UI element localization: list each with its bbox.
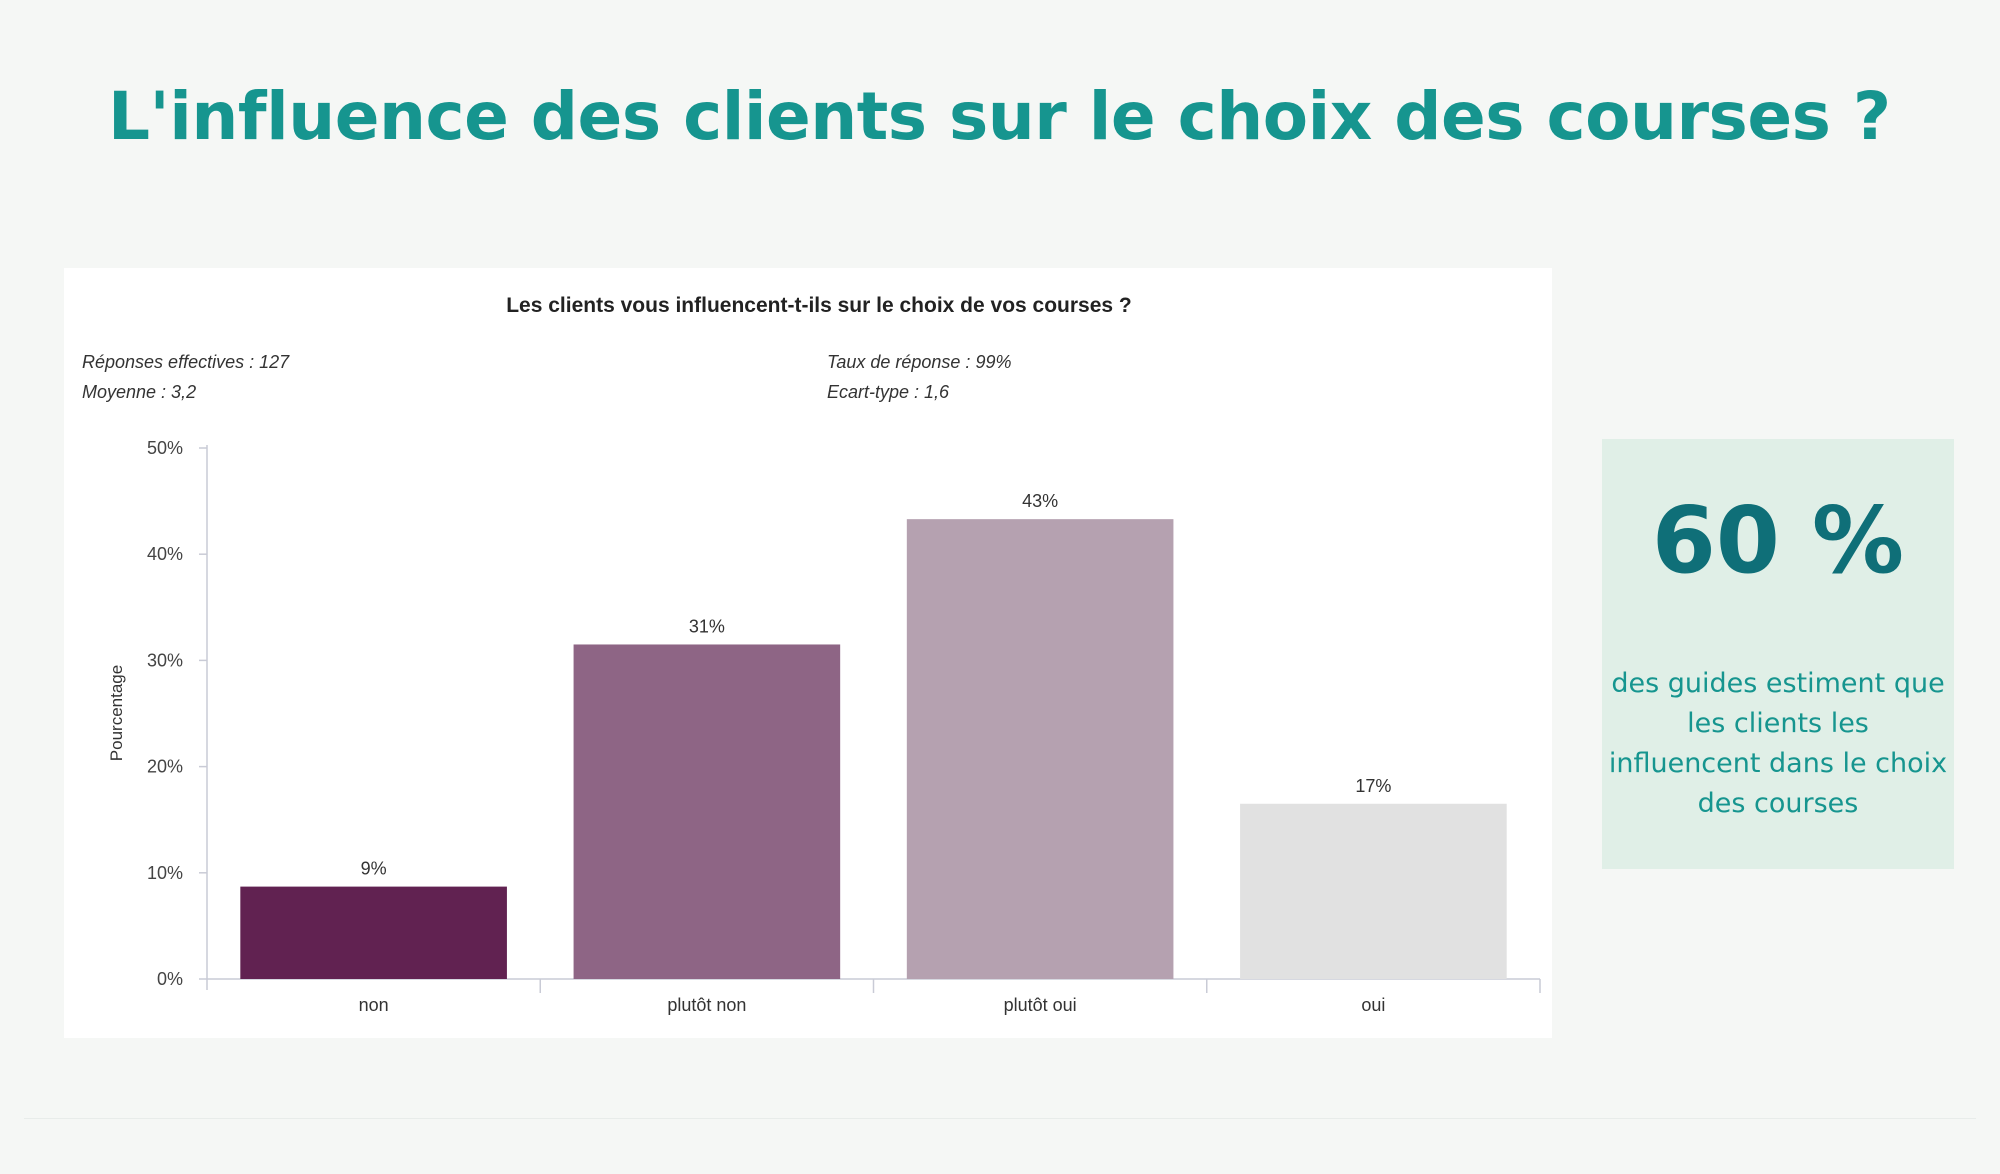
- y-tick-label: 20%: [147, 757, 183, 777]
- x-tick-label: non: [359, 995, 389, 1015]
- x-tick-label: plutôt non: [667, 995, 746, 1015]
- bar-value-label: 43%: [1022, 491, 1058, 511]
- chart-title: Les clients vous influencent-t-ils sur l…: [506, 294, 1132, 317]
- stat-card: 60 % des guides estiment que les clients…: [1602, 439, 1954, 869]
- bar-value-label: 31%: [689, 616, 725, 636]
- x-tick-labels: non plutôt non plutôt oui oui: [359, 995, 1386, 1015]
- bars: [240, 519, 1507, 979]
- bar: [906, 519, 1174, 979]
- stat-value: 60 %: [1651, 487, 1905, 594]
- bar-value-label: 17%: [1355, 776, 1391, 796]
- x-tick-label: oui: [1361, 995, 1385, 1015]
- stat-responses: Réponses effectives : 127: [82, 352, 290, 372]
- chart-panel: Les clients vous influencent-t-ils sur l…: [64, 268, 1552, 1038]
- bar-chart: Les clients vous influencent-t-ils sur l…: [82, 294, 1541, 1015]
- divider: [24, 1118, 1976, 1119]
- stat-caption: des guides estiment que les clients les …: [1608, 668, 1948, 819]
- page-title: L'influence des clients sur le choix des…: [108, 78, 1891, 155]
- x-dividers: [539, 979, 1541, 993]
- stat-stddev: Ecart-type : 1,6: [827, 382, 950, 402]
- y-ticks: 0% 10% 20% 30% 40% 50%: [147, 438, 207, 989]
- x-tick-label: plutôt oui: [1004, 995, 1077, 1015]
- y-axis-label: Pourcentage: [107, 665, 126, 761]
- y-tick-label: 10%: [147, 863, 183, 883]
- bar: [573, 644, 841, 979]
- y-tick-label: 0%: [157, 969, 183, 989]
- y-tick-label: 50%: [147, 438, 183, 458]
- stat-response-rate: Taux de réponse : 99%: [827, 352, 1011, 372]
- bar: [1240, 803, 1507, 979]
- bar-value-labels: 9% 31% 43% 17%: [361, 491, 1392, 878]
- stat-mean: Moyenne : 3,2: [82, 382, 196, 402]
- y-tick-label: 30%: [147, 650, 183, 670]
- bar-value-label: 9%: [361, 859, 387, 879]
- bar: [240, 886, 507, 979]
- y-tick-label: 40%: [147, 544, 183, 564]
